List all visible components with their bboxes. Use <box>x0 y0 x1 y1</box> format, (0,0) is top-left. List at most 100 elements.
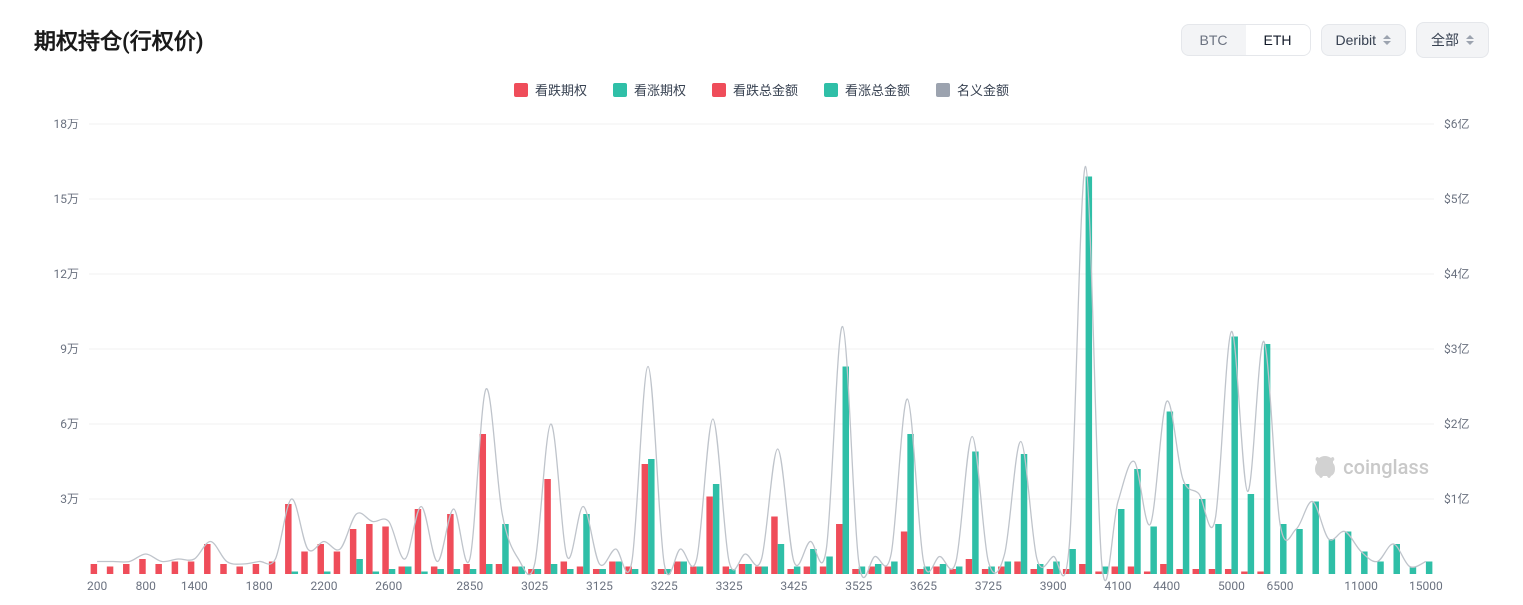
bar-call <box>454 569 460 574</box>
bar-put <box>609 562 615 575</box>
bar-put <box>771 517 777 575</box>
bar-call <box>713 484 719 574</box>
legend-label: 看涨期权 <box>634 80 686 99</box>
chart-container: 3万6万9万12万15万18万$1亿$2亿$3亿$4亿$5亿$6亿2008001… <box>34 119 1489 599</box>
svg-text:15万: 15万 <box>54 192 80 206</box>
x-tick-label: 3525 <box>845 579 872 593</box>
bar-put <box>755 567 761 575</box>
asset-eth-button[interactable]: ETH <box>1246 25 1310 55</box>
bar-call <box>745 564 751 574</box>
x-tick-label: 11000 <box>1344 579 1378 593</box>
bar-put <box>1225 569 1231 574</box>
svg-text:$1亿: $1亿 <box>1444 491 1470 506</box>
x-tick-label: 2200 <box>310 579 337 593</box>
bar-put <box>1014 562 1020 575</box>
bar-put <box>577 567 583 575</box>
svg-text:$5亿: $5亿 <box>1444 191 1470 206</box>
bar-put <box>512 567 518 575</box>
bar-put <box>91 564 97 574</box>
bar-put <box>123 564 129 574</box>
sort-icon <box>1466 35 1474 45</box>
bar-call <box>535 569 541 574</box>
x-tick-label: 3425 <box>780 579 807 593</box>
bar-put <box>496 564 502 574</box>
legend-item[interactable]: 名义金额 <box>936 80 1009 99</box>
bar-put <box>690 567 696 575</box>
bar-call <box>1086 177 1092 575</box>
x-tick-label: 800 <box>136 579 156 593</box>
bar-put <box>480 434 486 574</box>
bar-put <box>852 569 858 574</box>
svg-text:$4亿: $4亿 <box>1444 266 1470 281</box>
exchange-dropdown-label: Deribit <box>1336 32 1376 48</box>
svg-text:3万: 3万 <box>60 492 79 506</box>
bar-put <box>739 564 745 574</box>
bar-put <box>382 527 388 575</box>
bar-put <box>917 569 923 574</box>
bar-call <box>470 569 476 574</box>
legend-swatch <box>712 83 726 97</box>
bar-put <box>317 544 323 574</box>
bar-put <box>334 552 340 575</box>
bar-call <box>1215 524 1221 574</box>
bar-put <box>836 524 842 574</box>
bar-put <box>1209 569 1215 574</box>
asset-btc-button[interactable]: BTC <box>1182 25 1246 55</box>
bar-call <box>1329 539 1335 574</box>
bar-put <box>1031 569 1037 574</box>
bar-call <box>421 572 427 575</box>
bar-put <box>658 569 664 574</box>
x-tick-label: 3625 <box>910 579 937 593</box>
legend-label: 看跌期权 <box>535 80 587 99</box>
bar-put <box>901 532 907 575</box>
bar-put <box>1241 572 1247 575</box>
legend-label: 名义金额 <box>957 80 1009 99</box>
bar-put <box>706 497 712 575</box>
legend-item[interactable]: 看跌总金额 <box>712 80 798 99</box>
bar-call <box>599 569 605 574</box>
x-tick-label: 3125 <box>586 579 613 593</box>
exchange-dropdown[interactable]: Deribit <box>1321 24 1406 56</box>
bar-put <box>139 559 145 574</box>
bar-call <box>616 562 622 575</box>
legend-item[interactable]: 看跌期权 <box>514 80 587 99</box>
legend-swatch <box>936 83 950 97</box>
bar-call <box>356 559 362 574</box>
x-tick-label: 15000 <box>1409 579 1443 593</box>
x-tick-label: 3900 <box>1040 579 1067 593</box>
bar-put <box>1144 572 1150 575</box>
asset-segmented: BTC ETH <box>1181 24 1311 56</box>
scope-dropdown-label: 全部 <box>1431 30 1459 50</box>
svg-text:$6亿: $6亿 <box>1444 119 1470 131</box>
bar-put <box>1112 567 1118 575</box>
x-tick-label: 3325 <box>716 579 743 593</box>
scope-dropdown[interactable]: 全部 <box>1416 22 1489 58</box>
bar-put <box>1193 569 1199 574</box>
bar-put <box>1176 569 1182 574</box>
x-tick-label: 4100 <box>1105 579 1132 593</box>
bar-call <box>1069 549 1075 574</box>
bar-call <box>1377 562 1383 575</box>
bar-put <box>463 564 469 574</box>
bar-put <box>933 567 939 575</box>
page-title: 期权持仓(行权价) <box>34 24 203 56</box>
bar-call <box>1005 562 1011 575</box>
bar-call <box>875 564 881 574</box>
bar-put <box>820 567 826 575</box>
legend-item[interactable]: 看涨总金额 <box>824 80 910 99</box>
bar-put <box>220 564 226 574</box>
bar-put <box>1160 564 1166 574</box>
bar-call <box>826 557 832 575</box>
chart-legend: 看跌期权 看涨期权 看跌总金额 看涨总金额 名义金额 <box>0 58 1523 99</box>
legend-swatch <box>514 83 528 97</box>
x-tick-label: 2600 <box>375 579 402 593</box>
bar-put <box>804 567 810 575</box>
bar-put <box>431 567 437 575</box>
bar-put <box>399 567 405 575</box>
bar-call <box>502 524 508 574</box>
bar-call <box>324 572 330 575</box>
bar-call <box>1183 484 1189 574</box>
bar-call <box>794 567 800 575</box>
legend-item[interactable]: 看涨期权 <box>613 80 686 99</box>
bar-put <box>674 562 680 575</box>
